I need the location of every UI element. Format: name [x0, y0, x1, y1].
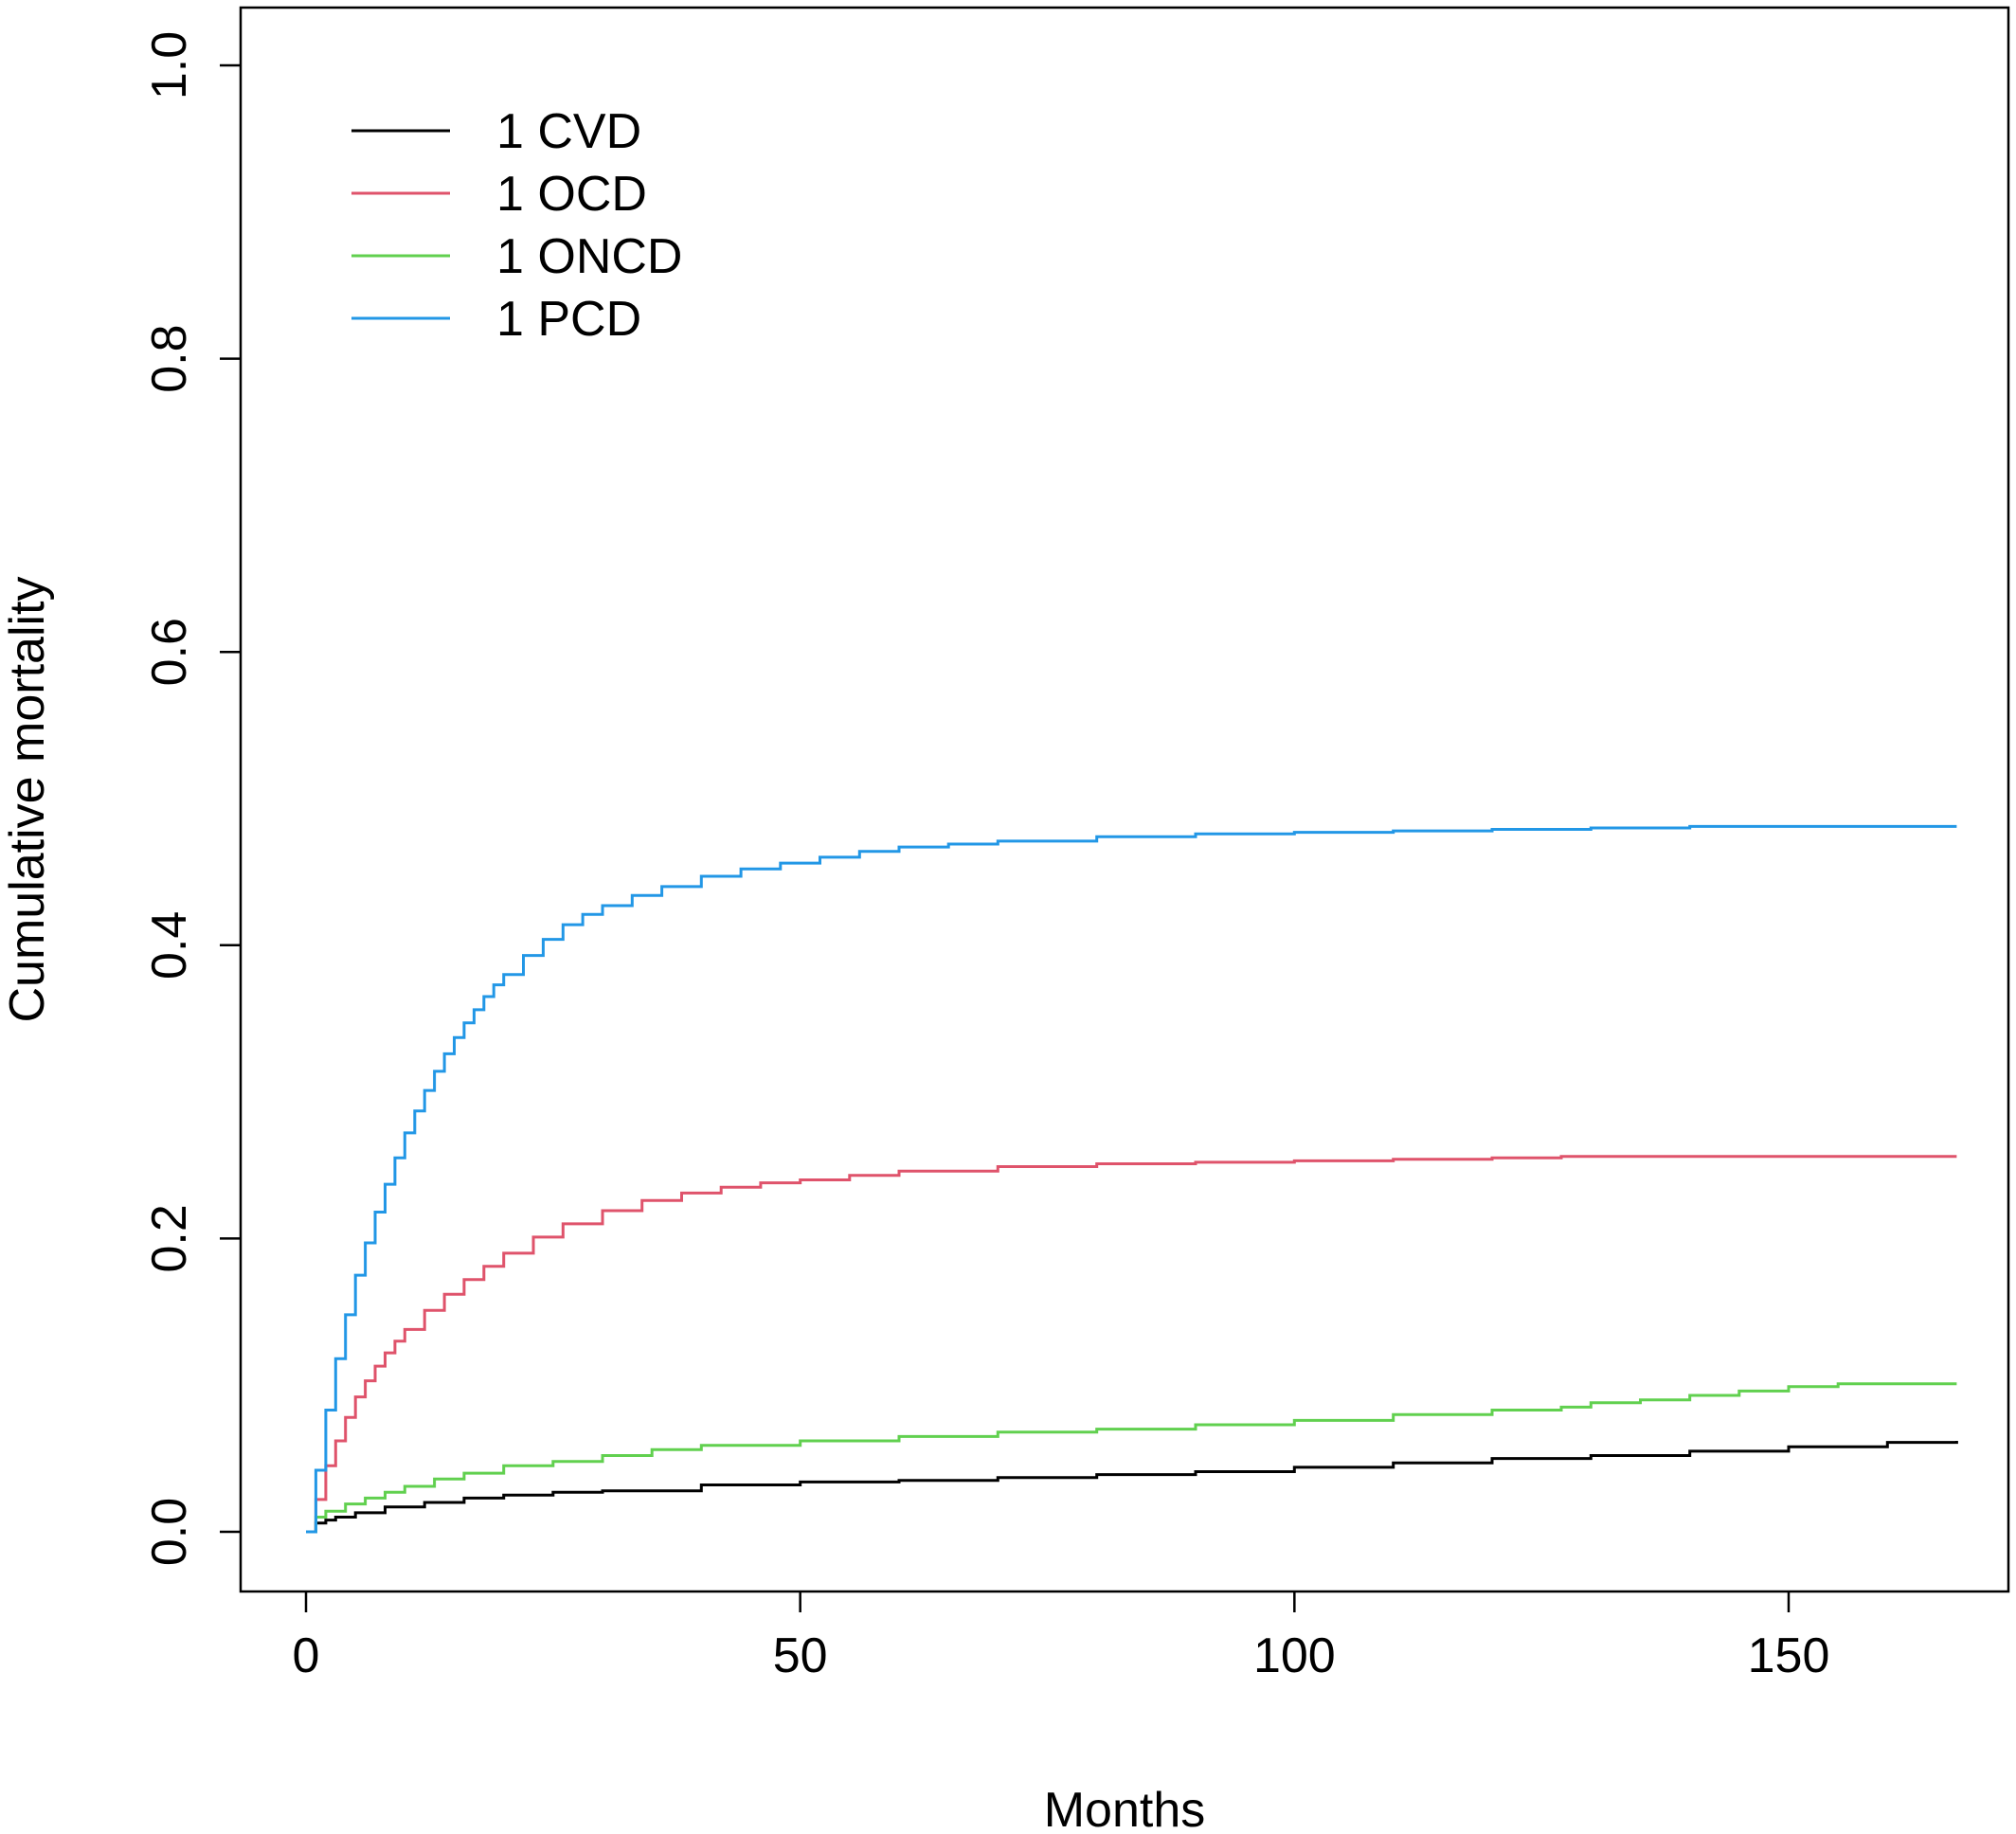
y-tick-label: 1.0	[142, 31, 197, 99]
series-line-1-cvd	[306, 1441, 1958, 1534]
y-tick-label: 0.0	[142, 1498, 197, 1566]
y-tick-label: 0.6	[142, 618, 197, 686]
legend-label: 1 CVD	[496, 104, 641, 159]
legend: 1 CVD 1 OCD 1 ONCD 1 PCD	[351, 104, 682, 347]
x-tick-label: 100	[1253, 1628, 1336, 1683]
series-line-1-ocd	[306, 1155, 1957, 1534]
plot-frame	[239, 6, 2010, 1593]
x-tick-label: 50	[773, 1628, 828, 1683]
y-tick-label: 0.8	[142, 324, 197, 392]
series-line-1-pcd	[306, 824, 1957, 1534]
legend-label: 1 OCD	[496, 167, 647, 222]
y-tick-label: 0.4	[142, 911, 197, 980]
series-line-1-oncd	[306, 1382, 1957, 1534]
legend-label: 1 PCD	[496, 292, 641, 347]
x-axis-title: Months	[1044, 1783, 1206, 1834]
series-layer	[306, 824, 1958, 1534]
x-tick-label: 0	[293, 1628, 320, 1683]
legend-label: 1 ONCD	[496, 229, 682, 284]
axis-layer: 0 50 100 150 0.0 0.2 0.4 0.6 0.8 1.0	[142, 31, 1829, 1683]
y-axis-title: Cumulative mortality	[0, 576, 55, 1022]
y-tick-label: 0.2	[142, 1204, 197, 1272]
x-tick-label: 150	[1748, 1628, 1830, 1683]
